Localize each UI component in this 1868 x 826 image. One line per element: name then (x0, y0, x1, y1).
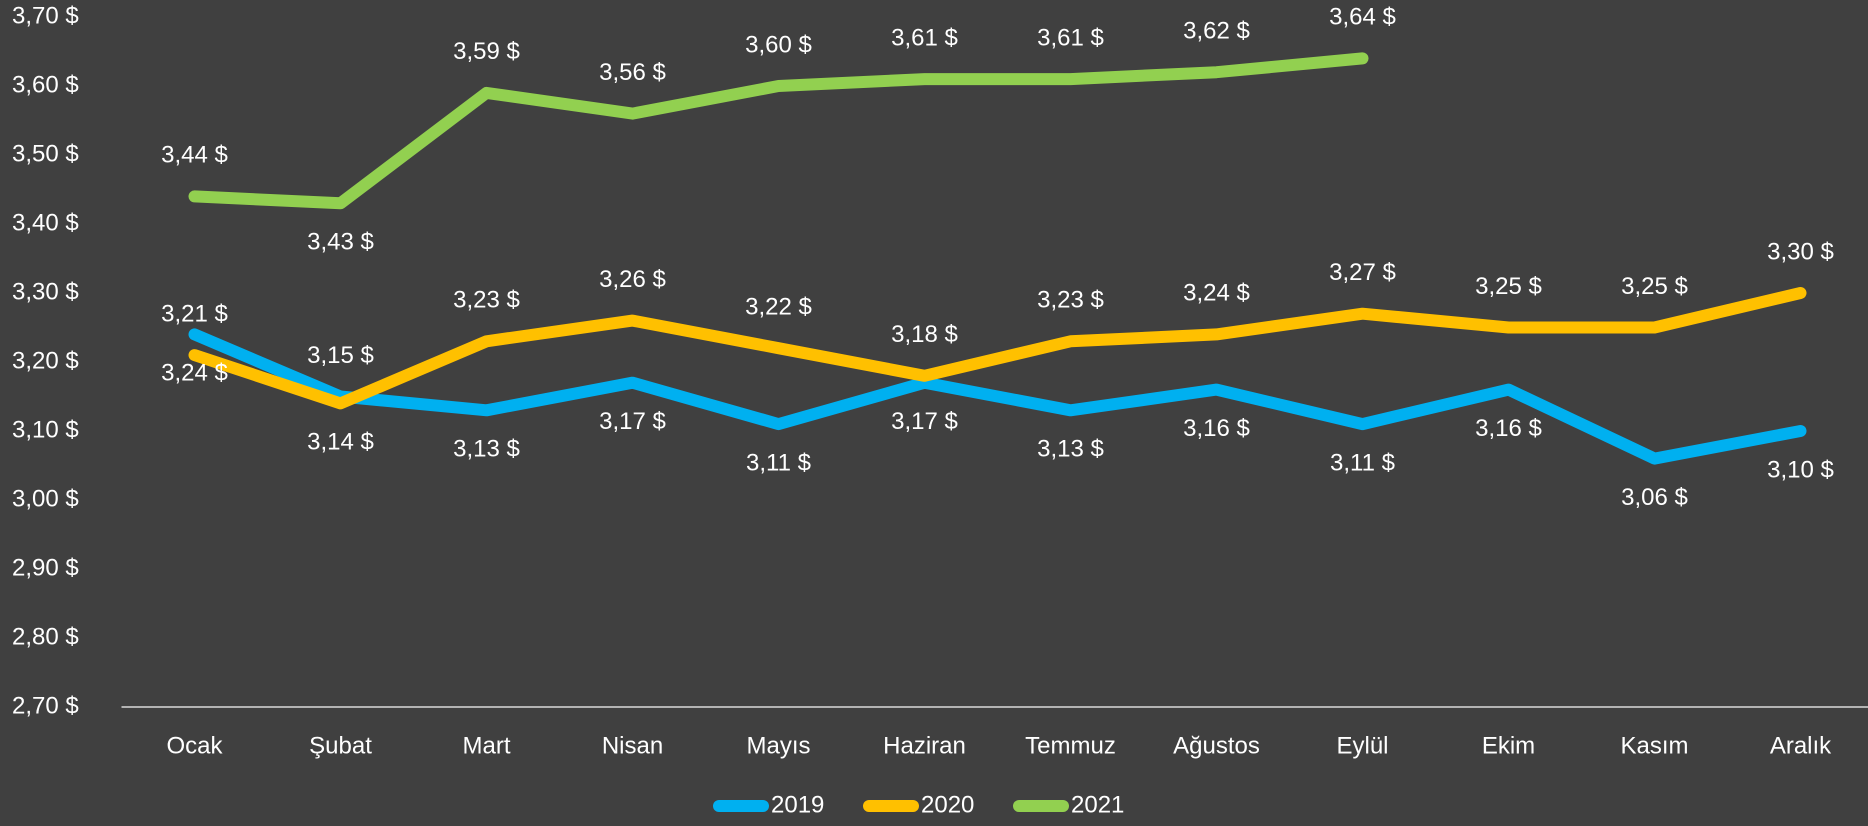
y-tick-label: 2,90 $ (12, 554, 79, 581)
series-line (188, 287, 1807, 410)
data-label: 3,06 $ (1621, 484, 1688, 511)
series-line (188, 52, 1369, 210)
data-label: 3,18 $ (891, 321, 958, 348)
data-label: 3,16 $ (1183, 415, 1250, 442)
data-label: 3,43 $ (307, 229, 374, 256)
x-tick-label: Kasım (1620, 732, 1688, 759)
data-label: 3,23 $ (453, 287, 520, 314)
data-label: 3,17 $ (891, 408, 958, 435)
x-tick-label: Mart (463, 732, 511, 759)
y-tick-label: 2,70 $ (12, 692, 79, 719)
data-label: 3,44 $ (161, 142, 228, 169)
data-label: 3,13 $ (453, 436, 520, 463)
data-label: 3,10 $ (1767, 456, 1834, 483)
x-tick-label: Şubat (309, 732, 372, 759)
legend-label: 2020 (921, 791, 974, 818)
x-tick-label: Ocak (166, 732, 223, 759)
data-label: 3,21 $ (161, 300, 228, 327)
y-tick-label: 3,70 $ (12, 2, 79, 29)
y-tick-label: 3,00 $ (12, 485, 79, 512)
data-label: 3,25 $ (1475, 273, 1542, 300)
data-label: 3,17 $ (599, 408, 666, 435)
data-label: 3,24 $ (1183, 280, 1250, 307)
data-label: 3,16 $ (1475, 415, 1542, 442)
data-label: 3,27 $ (1329, 259, 1396, 286)
x-tick-label: Eylül (1336, 732, 1388, 759)
data-label: 3,14 $ (307, 429, 374, 456)
y-tick-label: 3,20 $ (12, 347, 79, 374)
y-tick-label: 3,10 $ (12, 416, 79, 443)
legend-label: 2019 (771, 791, 824, 818)
data-label: 3,56 $ (599, 59, 666, 86)
data-label: 3,24 $ (161, 360, 228, 387)
legend-label: 2021 (1071, 791, 1124, 818)
data-label: 3,30 $ (1767, 238, 1834, 265)
y-tick-label: 3,30 $ (12, 278, 79, 305)
x-tick-label: Nisan (602, 732, 663, 759)
x-tick-label: Temmuz (1025, 732, 1116, 759)
data-label: 3,23 $ (1037, 287, 1104, 314)
data-label: 3,61 $ (1037, 24, 1104, 51)
y-tick-label: 3,50 $ (12, 140, 79, 167)
data-label: 3,62 $ (1183, 18, 1250, 45)
data-label: 3,22 $ (745, 294, 812, 321)
data-label: 3,60 $ (745, 31, 812, 58)
y-tick-label: 3,60 $ (12, 71, 79, 98)
x-tick-label: Aralık (1770, 732, 1832, 759)
x-tick-label: Haziran (883, 732, 966, 759)
data-label: 3,61 $ (891, 24, 958, 51)
x-tick-label: Ağustos (1173, 732, 1260, 759)
series-line (188, 328, 1807, 465)
data-label: 3,11 $ (746, 449, 811, 476)
data-label: 3,64 $ (1329, 4, 1396, 31)
data-label: 3,25 $ (1621, 273, 1688, 300)
data-label: 3,26 $ (599, 266, 666, 293)
data-label: 3,11 $ (1330, 449, 1395, 476)
x-tick-label: Mayıs (746, 732, 810, 759)
x-tick-label: Ekim (1482, 732, 1535, 759)
data-label: 3,13 $ (1037, 436, 1104, 463)
y-tick-label: 3,40 $ (12, 209, 79, 236)
data-label: 3,59 $ (453, 38, 520, 65)
y-tick-label: 2,80 $ (12, 623, 79, 650)
data-label: 3,15 $ (307, 342, 374, 369)
